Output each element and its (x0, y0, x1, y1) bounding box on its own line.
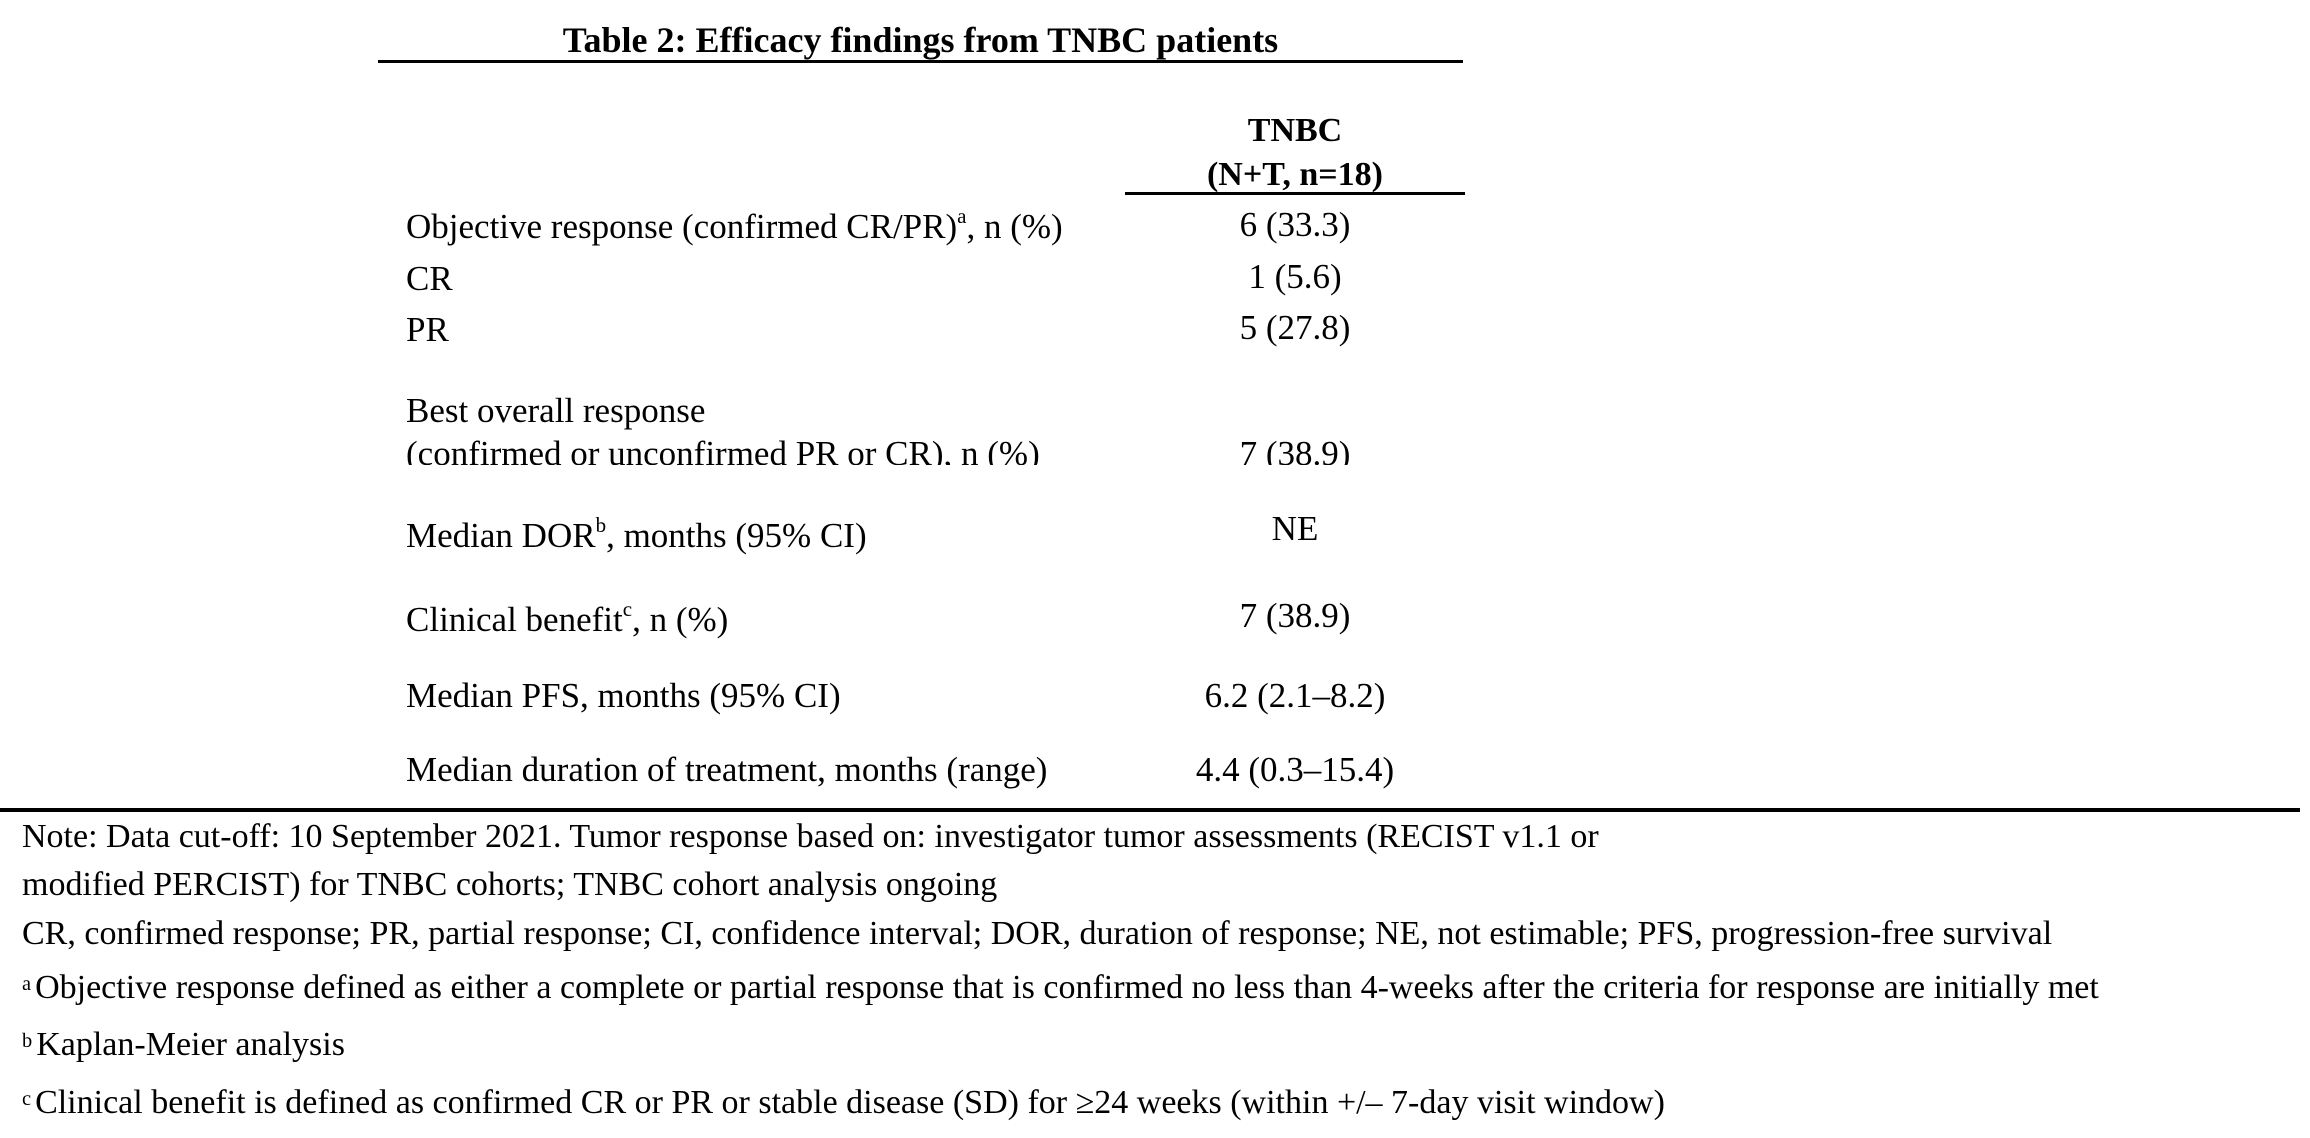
row-value-median-dor: NE (1271, 509, 1319, 548)
footnote-text: Objective response defined as either a c… (35, 969, 2099, 1006)
footnote-mark: b (22, 1030, 33, 1052)
row-value-cr: 1 (5.6) (1248, 257, 1342, 296)
footnote-b: b Kaplan-Meier analysis (22, 1024, 345, 1066)
row-label-clinical-benefit: Clinical benefitc, n (%) (406, 599, 728, 641)
abbreviations-note: CR, confirmed response; PR, partial resp… (22, 915, 2053, 952)
footnote-a: a Objective response defined as either a … (22, 967, 2099, 1009)
row-label-text: Clinical benefit (406, 600, 623, 639)
row-value-objective-response: 6 (33.3) (1239, 205, 1351, 244)
footnote-mark: c (22, 1088, 32, 1110)
table-bottom-rule (0, 808, 2300, 812)
footnote-text: Clinical benefit is defined as confirmed… (35, 1084, 1665, 1121)
row-label-median-pfs: Median PFS, months (95% CI) (406, 676, 841, 715)
footnote-mark: a (22, 973, 32, 995)
row-label-suffix: , months (95% CI) (606, 516, 867, 555)
footnote-mark: b (595, 513, 607, 538)
row-label-text: Median DOR (406, 516, 596, 555)
row-value-best-overall-response: 7 (38.9) (1239, 434, 1351, 465)
footnote-text: Kaplan-Meier analysis (36, 1026, 345, 1063)
row-label-median-dor: Median DORb, months (95% CI) (406, 515, 867, 557)
column-header-line1: TNBC (1247, 112, 1343, 149)
note-line2: modified PERCIST) for TNBC cohorts; TNBC… (22, 866, 998, 903)
row-label-text: Objective response (confirmed CR/PR) (406, 207, 958, 246)
footnote-c: c Clinical benefit is defined as confirme… (22, 1082, 1665, 1124)
row-label-suffix: , n (%) (966, 207, 1063, 246)
row-label-best-overall-response-line2: (confirmed or unconfirmed PR or CR), n (… (406, 434, 1040, 465)
row-value-pr: 5 (27.8) (1239, 308, 1351, 347)
column-header-underline (1125, 192, 1465, 195)
row-value-clinical-benefit: 7 (38.9) (1239, 596, 1351, 635)
table-title: Table 2: Efficacy findings from TNBC pat… (562, 20, 1279, 60)
column-header-line2: (N+T, n=18) (1206, 156, 1383, 193)
row-label-median-duration-treatment: Median duration of treatment, months (ra… (406, 750, 1048, 789)
row-label-pr: PR (406, 310, 449, 349)
footnote-mark: a (957, 204, 967, 229)
row-label-best-overall-response: Best overall response (406, 391, 706, 430)
row-label-cr: CR (406, 259, 453, 298)
note-line1: Note: Data cut-off: 10 September 2021. T… (22, 818, 1599, 855)
row-label-suffix: , n (%) (632, 600, 729, 639)
footnote-mark: c (622, 597, 633, 622)
row-label-objective-response: Objective response (confirmed CR/PR)a, n… (406, 206, 1063, 248)
row-value-median-duration-treatment: 4.4 (0.3–15.4) (1195, 750, 1395, 789)
title-underline (378, 60, 1463, 63)
row-value-median-pfs: 6.2 (2.1–8.2) (1204, 676, 1386, 715)
